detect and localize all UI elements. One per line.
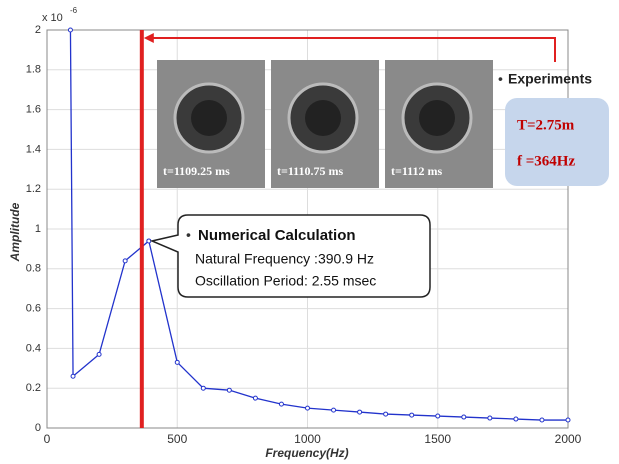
y-tick-label: 1.2 (26, 183, 41, 195)
y-multiplier-exponent: -6 (70, 6, 78, 15)
droplet-core (305, 100, 341, 136)
photo-label: t=1110.75 ms (277, 164, 344, 178)
y-tick-label: 1.8 (26, 64, 41, 76)
data-point (513, 416, 519, 422)
callout-line: Natural Frequency :390.9 Hz (195, 251, 374, 267)
y-multiplier: x 10 (42, 12, 63, 24)
plot-frame (46, 29, 569, 429)
y-tick-label: 1.4 (26, 143, 41, 155)
y-tick-label: 1 (35, 223, 41, 235)
x-tick-label: 0 (44, 432, 51, 446)
data-point (331, 407, 337, 413)
callout-title: Numerical Calculation (198, 227, 356, 244)
callout-box (149, 214, 431, 298)
data-point (409, 412, 415, 418)
data-point (122, 258, 128, 264)
data-point (539, 417, 545, 423)
x-tick-label: 500 (167, 432, 187, 446)
photo-label: t=1112 ms (391, 164, 443, 178)
data-point (565, 417, 571, 423)
data-point (487, 415, 493, 421)
y-tick-label: 0 (35, 422, 41, 434)
data-point (278, 401, 284, 407)
x-tick-label: 1000 (294, 432, 321, 446)
data-point (252, 395, 258, 401)
droplet-core (419, 100, 455, 136)
y-tick-label: 0.8 (26, 263, 41, 275)
data-point (383, 411, 389, 417)
x-axis-label: Frequency(Hz) (265, 446, 348, 460)
data-point (96, 351, 102, 357)
data-point (226, 387, 232, 393)
y-axis-label: Amplitude (8, 202, 22, 262)
data-point (435, 413, 441, 419)
experiments-line: f =364Hz (517, 153, 575, 169)
experiments-title: Experiments (508, 71, 592, 87)
arrow (147, 37, 556, 62)
y-tick-label: 0.2 (26, 382, 41, 394)
experiments-line: T=2.75m (517, 117, 575, 133)
y-tick-label: 0.4 (26, 342, 41, 354)
data-point (357, 409, 363, 415)
callout-line: Oscillation Period: 2.55 msec (195, 273, 376, 289)
data-point (67, 27, 73, 33)
bullet: • (186, 227, 191, 243)
droplet-core (191, 100, 227, 136)
experiments-box (505, 98, 609, 186)
data-point (461, 414, 467, 420)
data-point (305, 405, 310, 411)
photo-label: t=1109.25 ms (163, 164, 230, 178)
y-tick-label: 1.6 (26, 104, 41, 116)
y-tick-label: 2 (35, 24, 41, 36)
arrowhead (143, 33, 154, 43)
data-point (70, 373, 76, 379)
bullet: • (498, 71, 503, 87)
x-tick-label: 1500 (424, 432, 451, 446)
data-point (200, 385, 206, 391)
data-point (174, 359, 180, 365)
x-tick-label: 2000 (555, 432, 582, 446)
y-tick-label: 0.6 (26, 303, 41, 315)
